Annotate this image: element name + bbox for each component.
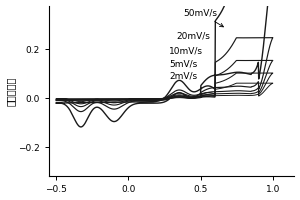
Y-axis label: 电流（安）: 电流（安） <box>6 76 16 106</box>
Text: 50mV/s: 50mV/s <box>183 8 224 27</box>
Text: 2mV/s: 2mV/s <box>169 72 197 81</box>
Text: 10mV/s: 10mV/s <box>169 46 203 55</box>
Text: 5mV/s: 5mV/s <box>169 60 197 69</box>
Text: 20mV/s: 20mV/s <box>176 32 210 41</box>
